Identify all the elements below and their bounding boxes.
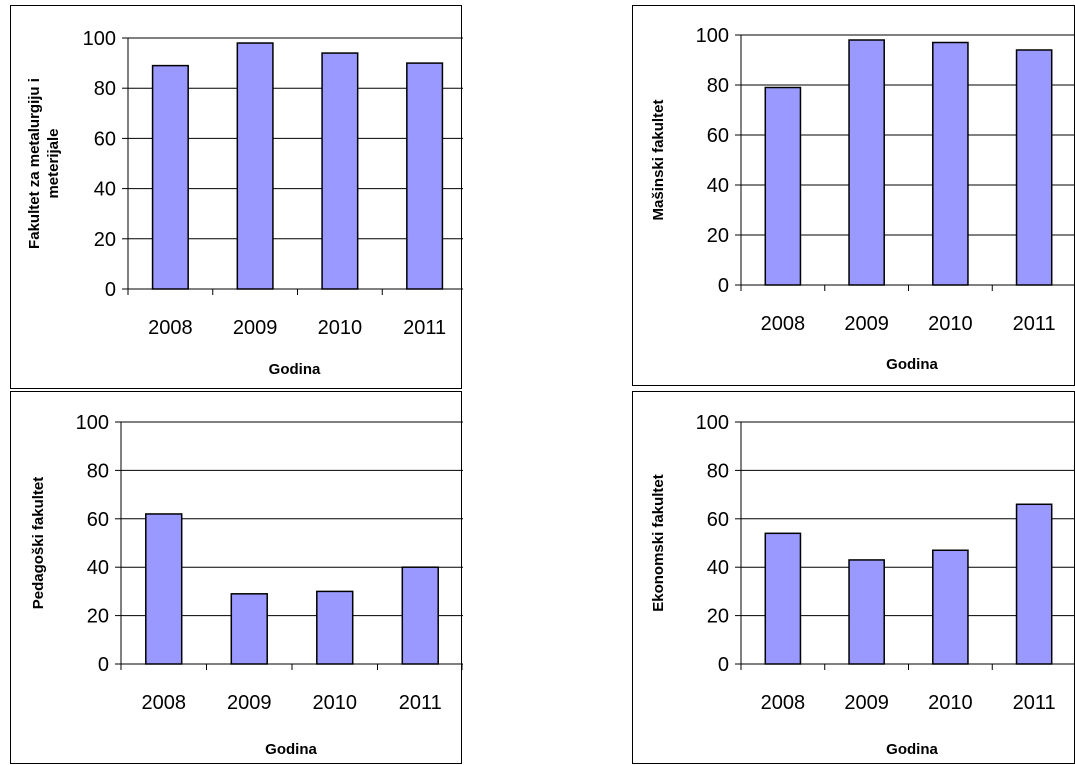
y-tick-label: 0: [718, 275, 729, 297]
y-tick-label: 40: [707, 557, 729, 579]
y-axis-title: meterijale: [45, 128, 62, 198]
bar: [230, 593, 268, 665]
y-axis-title: Ekonomski fakultet: [650, 474, 667, 612]
x-tick-label: 2008: [142, 692, 187, 714]
x-tick-label: 2008: [761, 313, 806, 335]
x-tick-label: 2011: [1013, 692, 1056, 714]
chart-panel-pedagoski: 0 20 40 60 80 100 2008 2009 2010 2011 Godina Pedago…: [10, 391, 463, 764]
y-tick-label: 80: [87, 460, 109, 482]
bar: [764, 532, 802, 665]
bar: [764, 86, 802, 286]
x-tick-label: 2009: [844, 313, 889, 335]
x-tick-label: 2008: [761, 692, 806, 714]
x-tick-label: 2010: [313, 692, 358, 714]
bar: [1015, 49, 1053, 286]
y-tick-label: 100: [696, 25, 729, 47]
y-tick-label: 80: [94, 78, 116, 100]
bar: [932, 41, 969, 286]
chart-panel-metalurgija: 0 20 40 60 80 100 2008 2009 2010 2011 Godina Fakult…: [10, 5, 463, 389]
bar: [406, 62, 444, 290]
x-axis-title: Godina: [265, 741, 317, 758]
y-tick-label: 100: [76, 412, 109, 434]
y-tick-label: 100: [83, 28, 116, 50]
x-tick-label: 2011: [1013, 313, 1056, 335]
bar: [236, 42, 274, 290]
x-tick-label: 2010: [928, 692, 973, 714]
chart-svg-ekonomski: 0 20 40 60 80 100 2008 2009 2010 2011 Godina Ekonom…: [650, 412, 1075, 758]
y-axis-title: Pedagoški fakultet: [30, 477, 47, 610]
y-tick-label: 100: [696, 412, 729, 434]
y-axis-title: Mašinski fakultet: [650, 100, 667, 221]
bar: [1015, 503, 1053, 665]
y-tick-label: 20: [707, 225, 729, 247]
x-axis-title: Godina: [269, 361, 321, 378]
y-axis-title: Fakultet za metalurgiju i: [26, 78, 43, 249]
x-axis-title: Godina: [886, 741, 938, 758]
y-tick-label: 80: [707, 460, 729, 482]
chart-svg-pedagoski: 0 20 40 60 80 100 2008 2009 2010 2011 Godina Pedago…: [30, 412, 463, 758]
x-tick-label: 2010: [318, 317, 363, 339]
y-tick-label: 0: [718, 654, 729, 676]
chart-panel-ekonomski: 0 20 40 60 80 100 2008 2009 2010 2011 Godina Ekonom…: [632, 391, 1075, 764]
bar: [401, 566, 439, 665]
chart-panel-masinski: 0 20 40 60 80 100 2008 2009 2010 2011 Godina Mašins…: [632, 5, 1075, 386]
y-tick-label: 60: [707, 509, 729, 531]
y-tick-label: 20: [707, 606, 729, 628]
x-tick-label: 2009: [233, 317, 278, 339]
x-tick-label: 2008: [148, 317, 193, 339]
y-tick-label: 0: [98, 654, 109, 676]
y-tick-label: 0: [105, 279, 116, 301]
bar: [848, 39, 885, 286]
bar: [151, 64, 189, 290]
y-tick-label: 40: [94, 179, 116, 201]
x-tick-label: 2010: [928, 313, 973, 335]
y-tick-label: 60: [707, 125, 729, 147]
bar: [145, 513, 183, 665]
y-tick-label: 60: [94, 128, 116, 150]
chart-svg-masinski: 0 20 40 60 80 100 2008 2009 2010 2011 Godina Mašins…: [650, 25, 1075, 373]
y-tick-label: 20: [87, 606, 109, 628]
y-tick-label: 40: [87, 557, 109, 579]
bar: [932, 549, 969, 665]
y-tick-label: 60: [87, 509, 109, 531]
x-tick-label: 2011: [399, 692, 442, 714]
chart-svg-metalurgija: 0 20 40 60 80 100 2008 2009 2010 2011 Godina Fakult…: [26, 28, 463, 378]
x-axis-title: Godina: [886, 356, 938, 373]
bar: [848, 559, 885, 665]
x-tick-label: 2009: [227, 692, 272, 714]
bar: [316, 590, 354, 665]
bar: [321, 52, 359, 290]
y-tick-label: 80: [707, 75, 729, 97]
y-tick-label: 20: [94, 229, 116, 251]
y-tick-label: 40: [707, 175, 729, 197]
x-tick-label: 2011: [403, 317, 446, 339]
x-tick-label: 2009: [844, 692, 889, 714]
